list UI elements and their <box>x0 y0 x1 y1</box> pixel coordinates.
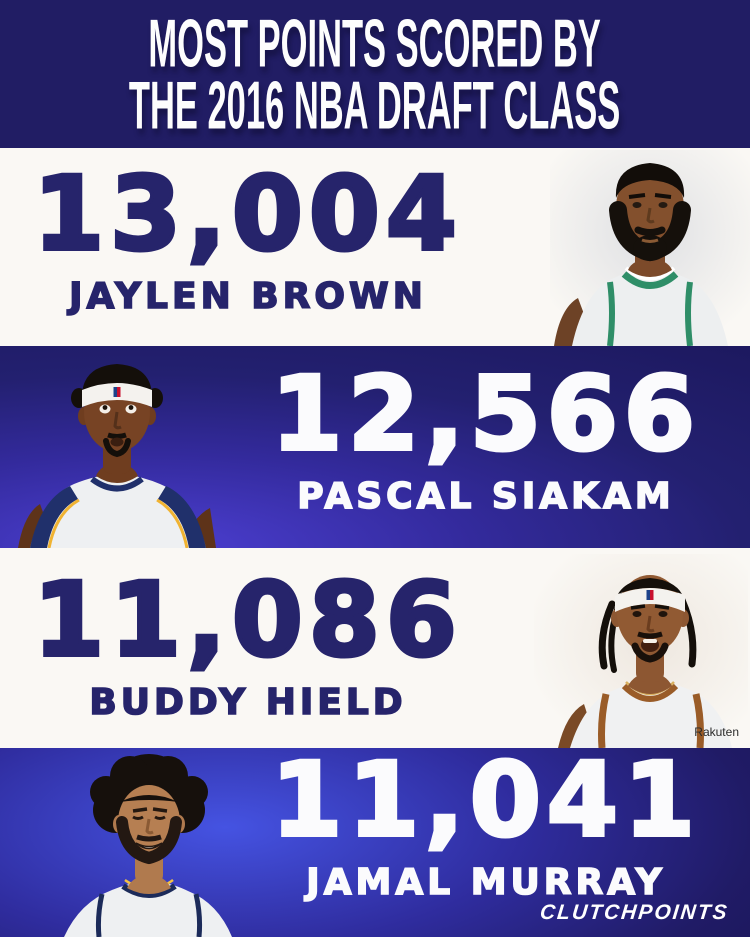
header-banner: MOST POINTS SCORED BY THE 2016 NBA DRAFT… <box>0 0 750 148</box>
player-brow <box>654 604 670 610</box>
stat-points: 12,566 <box>269 355 701 474</box>
player-photo-buddy-hield: Rakuten <box>534 554 748 748</box>
jersey-gold-trim <box>47 498 80 548</box>
player-mustache <box>107 432 127 439</box>
player-photo-jamal-murray <box>36 750 262 937</box>
player-pupil <box>102 405 108 410</box>
player-photo-pascal-siakam <box>18 346 216 548</box>
player-brow <box>654 193 672 199</box>
player-eye <box>658 202 668 208</box>
player-nose <box>646 615 655 633</box>
player-brow <box>132 807 148 813</box>
player-mouth <box>110 437 124 447</box>
stat-player-name: BUDDY HIELD <box>89 681 407 724</box>
stat-player-name: JAMAL MURRAY <box>305 861 666 904</box>
player-hair <box>618 578 682 594</box>
title-line-1: MOST POINTS SCORED BY <box>73 5 676 82</box>
jersey-trim <box>607 281 615 346</box>
title-line-2: THE 2016 NBA DRAFT CLASS <box>47 67 702 144</box>
player-jersey <box>64 881 232 937</box>
stat-points: 11,041 <box>269 748 701 860</box>
stat-block-jamal-murray: 11,041 JAMAL MURRAY <box>250 748 722 904</box>
jersey-collar <box>621 271 679 289</box>
jersey-trim <box>692 693 704 748</box>
player-photo-jaylen-brown <box>550 150 750 346</box>
player-beard-chin <box>633 235 667 261</box>
jersey-gold-trim <box>156 498 189 548</box>
jersey-trim <box>193 893 203 937</box>
jersey-trim <box>598 693 610 748</box>
jersey-panel <box>30 486 78 548</box>
player-mustache <box>637 631 663 639</box>
player-eye <box>154 815 166 820</box>
player-brow <box>630 604 646 610</box>
stat-block-jaylen-brown: 13,004 JAYLEN BROWN <box>20 155 476 318</box>
player-jersey <box>570 681 732 748</box>
player-goatee <box>103 438 131 458</box>
jersey-collar <box>121 883 177 898</box>
pascal-siakam-avatar <box>18 364 216 548</box>
player-eye <box>132 815 144 820</box>
title-line-2-text: THE 2016 NBA DRAFT CLASS <box>129 66 621 144</box>
player-smile <box>135 842 163 850</box>
stat-block-pascal-siakam: 12,566 PASCAL SIAKAM <box>250 355 722 518</box>
player-brow <box>628 193 646 199</box>
player-brow <box>152 807 168 813</box>
player-nose <box>646 207 655 224</box>
stat-row-pascal-siakam: 12,566 PASCAL SIAKAM <box>0 346 750 548</box>
player-mouth <box>641 238 659 243</box>
player-eye <box>658 611 668 617</box>
player-goatee <box>631 642 669 663</box>
stat-player-name: PASCAL SIAKAM <box>296 475 675 518</box>
stat-player-name: JAYLEN BROWN <box>68 275 427 318</box>
jersey-panel <box>158 486 206 548</box>
stat-row-jamal-murray: 11,041 JAMAL MURRAY CLUTCHPOINTS <box>0 748 750 937</box>
player-eye <box>632 202 642 208</box>
title-line-1-text: MOST POINTS SCORED BY <box>148 4 602 82</box>
nba-logo-icon <box>646 590 654 600</box>
player-mustache <box>634 226 666 236</box>
jersey-trim <box>685 281 693 346</box>
player-teeth <box>643 639 657 643</box>
stat-block-buddy-hield: 11,086 BUDDY HIELD <box>20 561 476 724</box>
buddy-hield-avatar: Rakuten <box>534 554 748 748</box>
player-eye <box>632 611 642 617</box>
player-beard <box>116 816 182 865</box>
player-braid <box>598 600 616 670</box>
player-hair <box>615 163 685 198</box>
jersey-sponsor-patch: Rakuten <box>694 725 739 739</box>
nba-logo-icon <box>113 387 121 397</box>
jamal-murray-avatar <box>64 754 232 937</box>
player-nose <box>145 818 154 835</box>
jersey-trim <box>95 893 105 937</box>
stat-row-jaylen-brown: 13,004 JAYLEN BROWN <box>0 148 750 346</box>
jersey-collar <box>621 683 679 702</box>
stat-row-buddy-hield: 11,086 BUDDY HIELD Rakuten <box>0 548 750 748</box>
player-hairline <box>120 795 178 802</box>
player-pupil <box>128 405 134 410</box>
player-nose <box>113 411 122 430</box>
jersey-collar <box>90 476 144 492</box>
stat-points: 13,004 <box>31 155 463 274</box>
clutchpoints-logo: CLUTCHPOINTS <box>538 901 730 924</box>
jaylen-brown-avatar <box>550 150 750 346</box>
stat-points: 11,086 <box>31 561 463 680</box>
player-mustache <box>136 834 162 842</box>
